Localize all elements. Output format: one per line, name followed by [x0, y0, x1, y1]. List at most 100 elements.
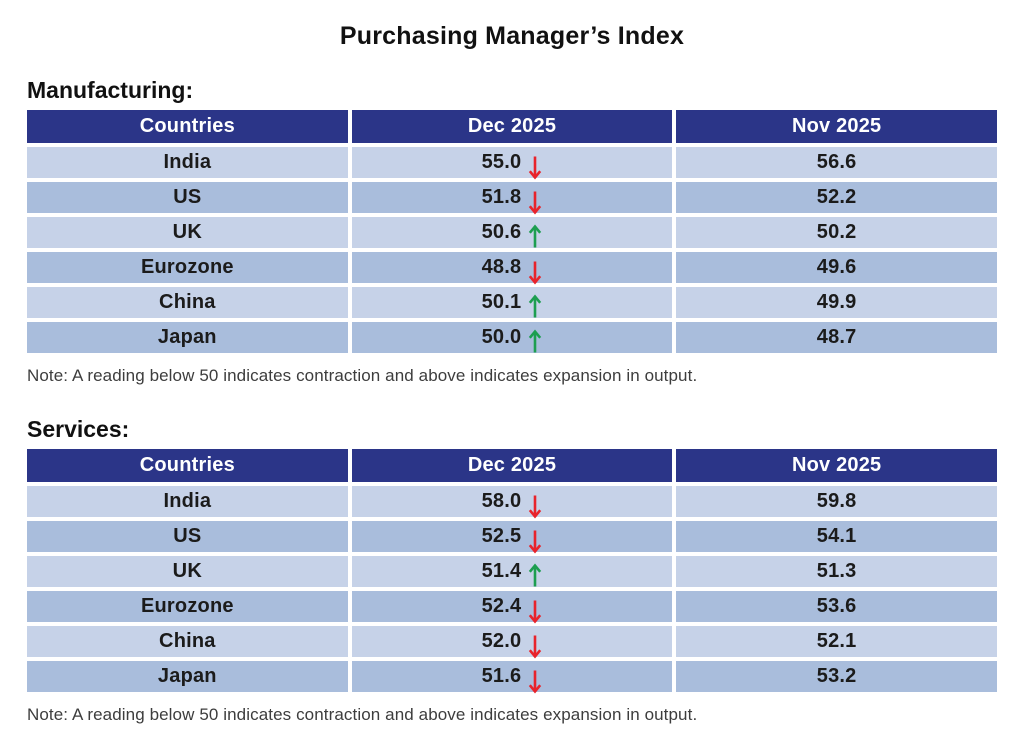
dec-value: 51.4 [481, 560, 522, 582]
dec-value: 52.0 [481, 630, 522, 652]
column-header-dec-2025: Dec 2025 [351, 449, 673, 482]
table-header-row: Countries Dec 2025 Nov 2025 [27, 449, 997, 482]
arrow-down-icon [529, 495, 542, 519]
table-row: US 51.8 52.2 [27, 182, 997, 215]
dec-value-cell: 58.0 [351, 486, 673, 519]
manufacturing-table: Countries Dec 2025 Nov 2025 India 55.0 56.… [23, 106, 1001, 357]
table-row: China 52.0 52.1 [27, 626, 997, 659]
table-note: Note: A reading below 50 indicates contr… [27, 366, 698, 385]
nov-value-cell: 50.2 [676, 217, 997, 248]
dec-value-with-trend: 55.0 [481, 150, 543, 180]
dec-value: 51.6 [481, 665, 522, 687]
arrow-down-icon [529, 191, 542, 215]
country-cell: India [27, 486, 348, 517]
table-row: India 55.0 56.6 [27, 147, 997, 180]
dec-value-cell: 50.0 [351, 322, 673, 353]
country-cell: India [27, 147, 348, 178]
arrow-up-icon [529, 562, 542, 586]
section-label-services: Services: [27, 416, 130, 442]
arrow-up-icon [529, 328, 542, 352]
table-header-row: Countries Dec 2025 Nov 2025 [27, 110, 997, 143]
country-cell: US [27, 182, 348, 213]
nov-value-cell: 49.9 [676, 287, 997, 318]
dec-value-cell: 55.0 [351, 147, 673, 180]
nov-value-cell: 53.6 [676, 591, 997, 622]
table-row: India 58.0 59.8 [27, 486, 997, 519]
dec-value-cell: 52.5 [351, 521, 673, 554]
dec-value: 58.0 [481, 490, 522, 512]
table-row: China 50.1 49.9 [27, 287, 997, 318]
section-label-manufacturing: Manufacturing: [27, 77, 194, 103]
nov-value-cell: 53.2 [676, 661, 997, 692]
dec-value-cell: 52.4 [351, 591, 673, 624]
arrow-down-icon [529, 261, 542, 285]
dec-value-with-trend: 51.8 [481, 185, 543, 215]
arrow-down-icon [529, 530, 542, 554]
arrow-down-icon [529, 635, 542, 659]
dec-value: 50.6 [481, 221, 522, 243]
nov-value-cell: 49.6 [676, 252, 997, 283]
nov-value-cell: 52.1 [676, 626, 997, 657]
dec-value-with-trend: 50.0 [481, 325, 543, 352]
nov-value-cell: 48.7 [676, 322, 997, 353]
services-table: Countries Dec 2025 Nov 2025 India 58.0 59.… [23, 445, 1001, 696]
arrow-down-icon [529, 156, 542, 180]
dec-value-cell: 51.6 [351, 661, 673, 694]
nov-value-cell: 52.2 [676, 182, 997, 213]
dec-value: 55.0 [481, 151, 522, 173]
table-row: Eurozone 48.8 49.6 [27, 252, 997, 285]
column-header-countries: Countries [27, 110, 348, 143]
table-row: US 52.5 54.1 [27, 521, 997, 554]
table-note: Note: A reading below 50 indicates contr… [27, 705, 698, 724]
dec-value-cell: 51.8 [351, 182, 673, 215]
country-cell: China [27, 626, 348, 657]
dec-value-with-trend: 51.4 [481, 559, 543, 586]
dec-value-with-trend: 48.8 [481, 255, 543, 285]
dec-value-cell: 52.0 [351, 626, 673, 659]
dec-value-with-trend: 52.4 [481, 594, 543, 624]
arrow-up-icon [529, 223, 542, 247]
country-cell: Eurozone [27, 252, 348, 283]
dec-value-with-trend: 52.5 [481, 524, 543, 554]
page-title: Purchasing Manager’s Index [339, 22, 685, 50]
column-header-countries: Countries [27, 449, 348, 482]
country-cell: Eurozone [27, 591, 348, 622]
country-cell: UK [27, 217, 348, 248]
country-cell: UK [27, 556, 348, 587]
table-row: UK 51.4 51.3 [27, 556, 997, 587]
dec-value-with-trend: 58.0 [481, 489, 543, 519]
dec-value-cell: 51.4 [351, 556, 673, 587]
table-row: Japan 50.0 48.7 [27, 322, 997, 353]
dec-value: 48.8 [481, 256, 522, 278]
dec-value-cell: 48.8 [351, 252, 673, 285]
dec-value: 52.5 [481, 525, 522, 547]
arrow-down-icon [529, 670, 542, 694]
table-row: UK 50.6 50.2 [27, 217, 997, 248]
dec-value-cell: 50.6 [351, 217, 673, 248]
country-cell: China [27, 287, 348, 318]
dec-value-with-trend: 52.0 [481, 629, 543, 659]
country-cell: US [27, 521, 348, 552]
table-row: Eurozone 52.4 53.6 [27, 591, 997, 624]
column-header-dec-2025: Dec 2025 [351, 110, 673, 143]
country-cell: Japan [27, 661, 348, 692]
column-header-nov-2025: Nov 2025 [676, 110, 997, 143]
dec-value: 51.8 [481, 186, 522, 208]
dec-value-with-trend: 50.6 [481, 220, 543, 247]
arrow-up-icon [529, 293, 542, 317]
nov-value-cell: 51.3 [676, 556, 997, 587]
dec-value: 50.0 [481, 326, 522, 348]
nov-value-cell: 54.1 [676, 521, 997, 552]
arrow-down-icon [529, 600, 542, 624]
dec-value-with-trend: 51.6 [481, 664, 543, 694]
dec-value: 50.1 [481, 291, 522, 313]
column-header-nov-2025: Nov 2025 [676, 449, 997, 482]
dec-value-with-trend: 50.1 [481, 290, 543, 317]
country-cell: Japan [27, 322, 348, 353]
nov-value-cell: 59.8 [676, 486, 997, 517]
dec-value: 52.4 [481, 595, 522, 617]
nov-value-cell: 56.6 [676, 147, 997, 178]
dec-value-cell: 50.1 [351, 287, 673, 318]
table-row: Japan 51.6 53.2 [27, 661, 997, 694]
